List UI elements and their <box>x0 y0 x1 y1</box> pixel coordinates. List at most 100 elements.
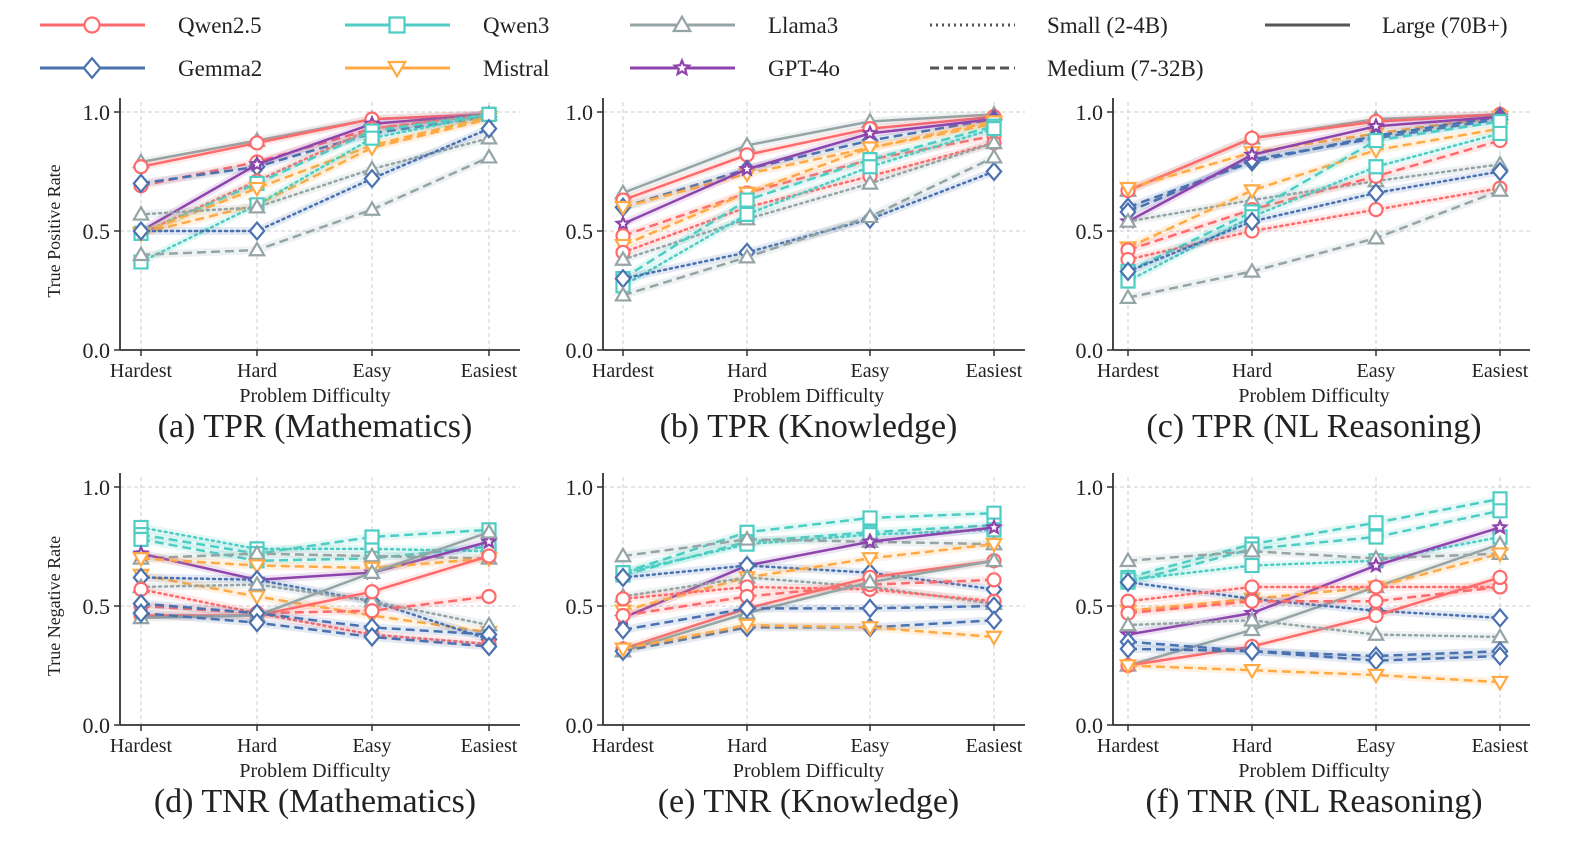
y-tick-label: 0.0 <box>566 338 594 363</box>
y-tick-label: 0.5 <box>1076 219 1104 244</box>
diamond-marker <box>82 56 102 80</box>
series-line <box>1127 117 1501 214</box>
circle-marker <box>1244 593 1260 609</box>
series-line <box>140 540 490 582</box>
circle-marker <box>83 16 101 34</box>
x-tick-label: Easiest <box>461 735 518 757</box>
star-marker <box>1491 518 1509 536</box>
legend-item-small: Small (2-4B) <box>930 13 1168 38</box>
series-line <box>139 588 491 646</box>
x-tick-label: Easy <box>1357 735 1396 757</box>
triangle-up-marker <box>1118 551 1138 568</box>
x-tick-label: Hard <box>1232 360 1272 382</box>
triangle-down-marker <box>860 141 880 158</box>
triangle-up-marker <box>984 551 1004 568</box>
y-tick-label: 0.0 <box>1076 713 1104 738</box>
x-tick-label: Easiest <box>1472 360 1529 382</box>
series-line <box>622 578 995 617</box>
triangle-up-marker <box>613 285 633 302</box>
square-marker <box>388 16 406 34</box>
series-line <box>1127 576 1501 667</box>
series-line <box>621 576 996 605</box>
series-line <box>622 523 995 577</box>
series-line <box>622 117 995 226</box>
diamond-marker <box>480 118 498 139</box>
series-line <box>622 559 995 651</box>
series-line <box>1127 640 1501 658</box>
triangle-up-marker <box>247 575 267 591</box>
x-tick-label: Easy <box>851 360 890 382</box>
triangle-up-marker <box>1242 262 1262 278</box>
diamond-marker <box>614 567 632 588</box>
series-line <box>622 604 995 632</box>
triangle-up-marker <box>984 147 1004 164</box>
series-line <box>1127 647 1501 662</box>
series-line <box>622 559 995 653</box>
triangle-up-marker <box>1118 615 1138 632</box>
x-tick-label: Easy <box>1357 360 1396 382</box>
subplot-e: 0.0 0.5 1.0 Hardest Hard Easy Easiest Problem D… <box>566 473 1025 820</box>
triangle-up-marker <box>362 563 382 579</box>
series-line <box>140 113 490 233</box>
diamond-marker <box>132 173 150 194</box>
circle-marker <box>1368 201 1384 218</box>
x-axis-label: Problem Difficulty <box>239 385 390 407</box>
square-marker <box>986 121 1002 137</box>
legend-item-qwen3: Qwen3 <box>345 13 549 38</box>
diamond-marker <box>132 602 150 624</box>
x-tick-label: Hardest <box>592 360 655 382</box>
x-tick-label: Easy <box>851 735 890 757</box>
square-marker <box>1492 503 1508 519</box>
series-line <box>1127 664 1501 684</box>
star-marker <box>248 154 266 172</box>
y-tick-label: 1.0 <box>83 475 111 500</box>
legend-item-medium: Medium (7-32B) <box>930 56 1204 81</box>
series-line <box>622 113 995 195</box>
series-qwen25-medium <box>1120 579 1508 621</box>
x-axis-label: Problem Difficulty <box>1238 385 1389 407</box>
square-marker <box>739 206 755 222</box>
y-axis-label: True Positive Rate <box>44 164 64 297</box>
triangle-up-marker <box>362 546 382 563</box>
star-marker <box>861 532 879 550</box>
square-marker <box>1492 125 1508 142</box>
y-axis-label: True Negative Rate <box>44 536 64 676</box>
diamond-marker <box>614 619 632 640</box>
legend-item-gpt4o: GPT-4o <box>630 56 840 81</box>
diamond-marker <box>248 612 266 633</box>
diamond-marker <box>1243 211 1261 232</box>
series-line <box>140 552 490 560</box>
subplot-caption: (b) TPR (Knowledge) <box>660 408 958 445</box>
triangle-up-marker <box>1366 228 1386 245</box>
triangle-up-marker <box>1242 610 1262 627</box>
legend-label: Medium (7-32B) <box>1047 56 1204 81</box>
triangle-up-marker <box>613 546 633 563</box>
star-marker <box>1243 145 1261 163</box>
triangle-down-marker <box>1118 181 1138 198</box>
series-band <box>139 110 490 266</box>
triangle-down-marker <box>1490 675 1510 692</box>
circle-marker <box>249 135 265 151</box>
x-tick-label: Hardest <box>110 360 173 382</box>
x-tick-label: Hardest <box>1097 735 1160 757</box>
diamond-marker <box>1491 607 1509 629</box>
diamond-marker <box>1119 261 1137 282</box>
subplot-caption: (c) TPR (NL Reasoning) <box>1146 408 1481 445</box>
series-line <box>140 538 490 563</box>
y-tick-label: 1.0 <box>1076 475 1104 500</box>
diamond-marker <box>1243 641 1261 662</box>
square-marker <box>1244 557 1260 574</box>
legend-label: Gemma2 <box>178 56 262 81</box>
series-line <box>1126 535 1502 582</box>
diamond-marker <box>248 220 266 242</box>
series-line <box>1127 115 1501 223</box>
diamond-marker <box>1491 161 1509 182</box>
y-tick-label: 0.0 <box>566 713 594 738</box>
series-line <box>140 156 490 257</box>
y-tick-label: 1.0 <box>566 100 594 125</box>
legend-label: Mistral <box>483 56 549 81</box>
series-line <box>140 113 490 235</box>
x-tick-label: Easiest <box>966 735 1023 757</box>
series-line <box>622 623 995 651</box>
series-gpt4o-large <box>614 109 1003 232</box>
